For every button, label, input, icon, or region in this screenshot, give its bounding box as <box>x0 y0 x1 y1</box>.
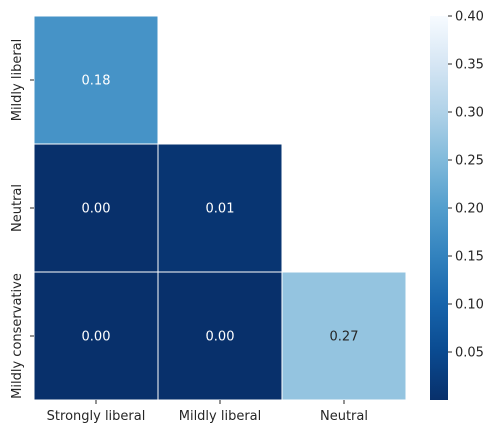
colorbar-tick-label: 0.30 <box>455 106 484 121</box>
x-tick-label: Mildly liberal <box>179 409 262 424</box>
cell-value-label: 0.27 <box>330 330 359 345</box>
y-tick-label: Neutral <box>10 184 25 232</box>
heatmap-cell <box>157 143 283 273</box>
heatmap-cell <box>33 271 159 401</box>
colorbar-tick-label: 0.20 <box>455 202 484 217</box>
cell-value-label: 0.00 <box>82 330 111 345</box>
colorbar-tick-label: 0.35 <box>455 58 484 73</box>
y-tick-label: Mildly liberal <box>10 39 25 122</box>
heatmap-cell <box>33 15 159 145</box>
colorbar-tick-label: 0.25 <box>455 154 484 169</box>
colorbar: 0.05 0.10 0.15 0.20 0.25 0.30 0.35 0.40 <box>430 10 484 400</box>
heatmap-cell <box>281 271 407 401</box>
x-axis: Strongly liberal Mildly liberal Neutral <box>47 400 368 424</box>
cell-value-label: 0.01 <box>206 202 235 217</box>
x-tick-label: Strongly liberal <box>47 409 146 424</box>
colorbar-tick-label: 0.05 <box>455 346 484 361</box>
cell-value-label: 0.18 <box>82 74 111 89</box>
y-tick-label: Mildly conservative <box>10 273 25 399</box>
colorbar-tick-label: 0.40 <box>455 10 484 25</box>
x-tick-label: Neutral <box>320 409 368 424</box>
colorbar-tick-label: 0.15 <box>455 250 484 265</box>
heatmap-cell <box>157 271 283 401</box>
colorbar-tick-label: 0.10 <box>455 298 484 313</box>
cell-value-label: 0.00 <box>82 202 111 217</box>
cell-value-label: 0.00 <box>206 330 235 345</box>
heatmap-cells: 0.18 0.00 0.01 0.00 0.00 0.27 <box>33 15 407 401</box>
colorbar-gradient <box>430 16 448 400</box>
y-axis: Mildly liberal Neutral Mildly conservative <box>10 39 34 399</box>
heatmap-cell <box>33 143 159 273</box>
